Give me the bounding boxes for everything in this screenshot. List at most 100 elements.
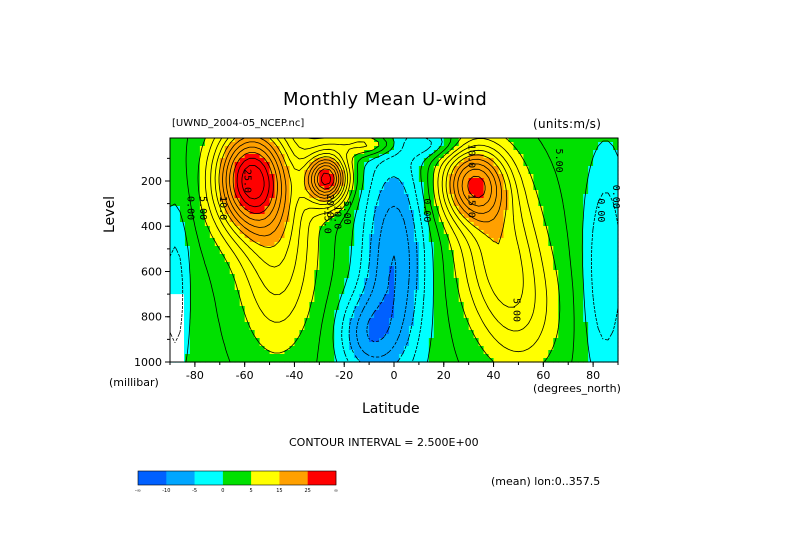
field-cell — [379, 206, 385, 211]
field-cell — [478, 234, 485, 239]
field-cell — [513, 354, 520, 359]
field-cell — [199, 226, 206, 231]
field-cell — [309, 354, 315, 359]
field-cell — [189, 354, 196, 359]
field-cell — [423, 322, 430, 327]
field-cell — [403, 246, 410, 251]
field-cell — [394, 210, 400, 215]
field-cell — [234, 190, 241, 195]
field-cell — [194, 138, 201, 143]
field-cell — [598, 326, 604, 331]
field-cell — [473, 138, 480, 143]
field-cell — [568, 202, 574, 207]
field-cell — [468, 182, 475, 187]
field-cell — [339, 294, 345, 299]
field-cell — [194, 354, 201, 359]
field-cell — [174, 218, 181, 223]
field-cell — [408, 238, 415, 243]
field-cell — [179, 142, 186, 147]
field-cell — [613, 274, 619, 279]
field-cell — [199, 170, 206, 175]
field-cell — [603, 278, 609, 283]
field-cell — [229, 174, 236, 179]
field-cell — [523, 326, 529, 331]
field-cell — [548, 354, 554, 359]
field-cell — [493, 230, 500, 235]
field-cell — [209, 330, 216, 335]
field-cell — [438, 334, 445, 339]
field-cell — [398, 278, 405, 283]
field-cell — [448, 190, 455, 195]
field-cell — [174, 182, 181, 187]
field-cell — [279, 146, 286, 151]
field-cell — [324, 146, 330, 151]
field-cell — [513, 294, 520, 299]
field-cell — [299, 358, 305, 363]
field-cell — [413, 174, 420, 179]
field-cell — [389, 346, 395, 351]
field-cell — [473, 158, 480, 163]
field-cell — [394, 202, 400, 207]
field-cell — [174, 226, 181, 231]
field-cell — [413, 330, 420, 335]
field-cell — [374, 322, 380, 327]
field-cell — [234, 250, 241, 255]
field-cell — [219, 198, 226, 203]
field-cell — [219, 354, 226, 359]
field-cell — [538, 334, 544, 339]
field-cell — [463, 350, 470, 355]
field-cell — [349, 170, 355, 175]
field-cell — [463, 198, 470, 203]
field-cell — [438, 350, 445, 355]
field-cell — [458, 350, 465, 355]
field-cell — [339, 286, 345, 291]
field-cell — [578, 210, 584, 215]
field-cell — [384, 222, 390, 227]
field-cell — [438, 226, 445, 231]
field-cell — [199, 322, 206, 327]
field-cell — [503, 338, 510, 343]
field-cell — [448, 230, 455, 235]
field-cell — [264, 294, 271, 299]
field-cell — [384, 138, 390, 143]
field-cell — [563, 214, 569, 219]
field-cell — [483, 342, 490, 347]
field-cell — [194, 278, 201, 283]
field-cell — [224, 222, 231, 227]
field-cell — [503, 166, 510, 171]
field-cell — [418, 166, 425, 171]
field-cell — [384, 346, 390, 351]
field-cell — [324, 306, 330, 311]
field-cell — [264, 346, 271, 351]
field-cell — [184, 326, 191, 331]
field-cell — [304, 182, 310, 187]
field-cell — [398, 342, 405, 347]
field-cell — [603, 162, 609, 167]
field-cell — [389, 334, 395, 339]
field-cell — [209, 194, 216, 199]
field-cell — [214, 138, 221, 143]
field-cell — [398, 310, 405, 315]
field-cell — [209, 266, 216, 271]
field-cell — [538, 250, 544, 255]
field-cell — [608, 186, 614, 191]
field-cell — [453, 234, 460, 239]
field-cell — [374, 214, 380, 219]
field-cell — [403, 190, 410, 195]
field-cell — [538, 350, 544, 355]
field-cell — [448, 138, 455, 143]
field-cell — [234, 358, 241, 363]
field-cell — [274, 222, 281, 227]
field-cell — [309, 138, 315, 143]
field-cell — [389, 310, 395, 315]
field-cell — [598, 274, 604, 279]
field-cell — [548, 282, 554, 287]
field-cell — [458, 190, 465, 195]
field-cell — [448, 250, 455, 255]
field-cell — [304, 210, 310, 215]
field-cell — [354, 282, 360, 287]
field-cell — [209, 338, 216, 343]
field-cell — [518, 270, 525, 275]
field-cell — [543, 154, 549, 159]
